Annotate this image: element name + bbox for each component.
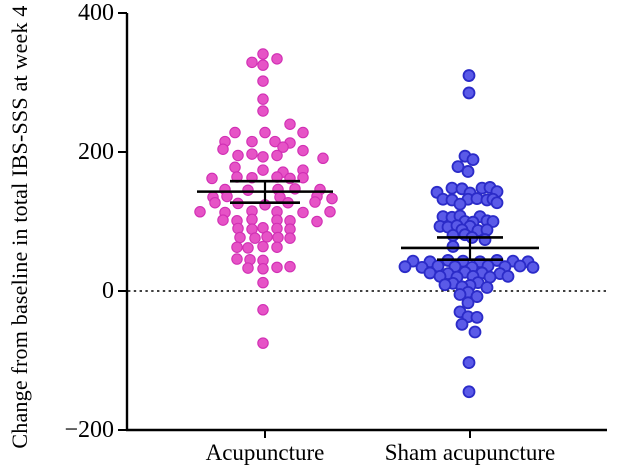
data-point	[513, 259, 527, 273]
data-point	[229, 126, 241, 139]
data-point	[284, 260, 296, 273]
data-point	[271, 53, 283, 65]
data-point	[246, 135, 258, 148]
data-point	[309, 196, 321, 208]
data-point	[462, 86, 476, 100]
data-point	[284, 118, 296, 130]
data-point	[257, 337, 269, 349]
data-point	[462, 385, 476, 399]
data-point	[246, 56, 258, 69]
data-point	[453, 197, 467, 211]
data-point	[317, 152, 329, 165]
data-point	[486, 215, 500, 228]
data-point	[257, 105, 269, 117]
y-tick-label: 400	[78, 0, 114, 26]
data-point	[277, 141, 289, 153]
data-point	[229, 161, 241, 174]
data-point	[257, 151, 269, 163]
data-point	[257, 240, 269, 253]
data-point	[398, 260, 412, 274]
y-tick-label: −200	[64, 417, 114, 443]
data-point	[468, 325, 482, 339]
data-point	[297, 144, 309, 157]
data-point	[284, 232, 296, 244]
data-point	[446, 228, 460, 242]
data-point	[271, 261, 283, 274]
data-point	[231, 253, 243, 265]
x-category-label-acupuncture: Acupuncture	[205, 440, 325, 465]
data-point	[217, 214, 229, 226]
data-point	[257, 93, 269, 105]
data-point	[209, 196, 221, 209]
y-tick-label: 0	[102, 278, 114, 304]
y-axis-title: Change from baseline in total IBS-SSS at…	[7, 5, 32, 449]
data-point	[257, 75, 269, 87]
data-point	[480, 281, 494, 294]
data-point	[324, 206, 336, 218]
data-point	[438, 278, 452, 292]
data-point	[257, 164, 269, 176]
data-point	[272, 231, 284, 244]
data-point	[453, 288, 467, 301]
data-point	[326, 192, 338, 205]
data-point	[526, 260, 540, 274]
data-point	[271, 149, 283, 162]
data-point	[242, 262, 254, 274]
data-point	[461, 296, 475, 310]
data-point	[470, 311, 484, 324]
data-point	[257, 276, 269, 289]
data-point	[259, 126, 271, 139]
data-point	[234, 231, 246, 244]
data-point	[446, 240, 460, 253]
data-point	[297, 126, 309, 139]
data-point	[271, 241, 283, 253]
data-point	[483, 270, 497, 284]
data-point	[232, 149, 244, 162]
data-point	[217, 143, 229, 155]
data-point	[246, 148, 258, 160]
data-point	[470, 290, 484, 303]
data-point	[257, 263, 269, 275]
data-point	[466, 153, 480, 167]
data-point	[297, 206, 309, 219]
data-point	[455, 317, 469, 331]
data-point	[242, 242, 254, 254]
data-point	[242, 184, 254, 196]
y-tick-label: 200	[78, 139, 114, 165]
data-point	[501, 270, 515, 283]
data-point	[451, 160, 465, 173]
data-point	[461, 165, 475, 178]
x-category-label-sham-acupuncture: Sham acupuncture	[384, 440, 556, 465]
data-point	[490, 196, 504, 210]
data-point	[261, 231, 273, 243]
data-point	[249, 232, 261, 244]
data-point	[246, 213, 258, 226]
data-point	[231, 241, 243, 253]
data-point	[257, 304, 269, 316]
data-point	[462, 69, 476, 82]
data-point	[478, 233, 492, 246]
data-point	[311, 215, 323, 228]
data-point	[297, 171, 309, 184]
data-point	[206, 172, 218, 185]
data-point	[194, 206, 206, 218]
data-point	[257, 59, 269, 71]
data-point	[269, 135, 281, 148]
data-point	[257, 48, 269, 60]
data-point	[462, 356, 476, 369]
